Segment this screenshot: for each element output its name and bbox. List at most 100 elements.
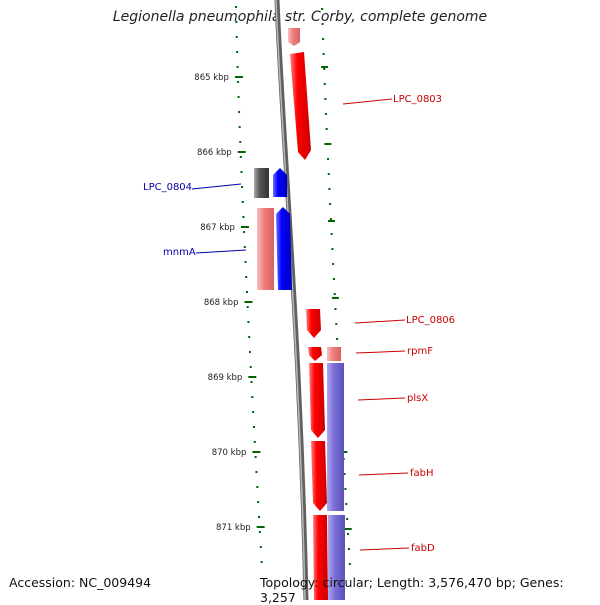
gene-arrow-fabD[interactable]	[313, 515, 328, 600]
ring-dot	[335, 323, 338, 325]
ring-dot	[235, 36, 238, 38]
ring-dot	[258, 516, 261, 518]
ring-dot	[334, 308, 337, 310]
scale-tick-label: 870 kbp	[212, 448, 247, 458]
ring-dot	[254, 456, 257, 458]
ring-dot	[245, 276, 248, 278]
genome-title: Legionella pneumophila str. Corby, compl…	[112, 9, 488, 25]
ring-dot	[243, 246, 246, 248]
scale-major-tick	[237, 151, 246, 153]
ring-dot	[243, 231, 246, 233]
ring-major-tick	[324, 143, 332, 145]
genome-summary-text: Topology: circular; Length: 3,576,470 bp…	[260, 575, 564, 605]
gene-arrow-mnmA[interactable]	[276, 207, 292, 290]
ring-dot	[330, 233, 333, 235]
label-mnmA[interactable]: mnmA	[163, 247, 196, 258]
gene-arrow-fabH[interactable]	[311, 441, 327, 511]
ring-dot	[348, 563, 351, 565]
ring-dot	[336, 338, 339, 340]
ring-dot	[238, 111, 241, 113]
gene-arrow-rpmF[interactable]	[308, 347, 322, 361]
scale-tick-label: 871 kbp	[216, 523, 251, 533]
scale-tick-label: 868 kbp	[204, 298, 239, 308]
ring-dot	[256, 486, 259, 488]
ring-dot	[253, 441, 256, 443]
ring-dot	[242, 216, 245, 218]
gene-arrow-LPC_0804[interactable]	[273, 168, 287, 197]
scale-major-tick	[252, 451, 261, 453]
gene-arrow-LPC_0806[interactable]	[306, 309, 321, 338]
ring-dot	[321, 23, 324, 25]
ring-dot	[343, 473, 346, 475]
ring-dot	[328, 188, 331, 190]
ring-dot	[237, 96, 240, 98]
ring-dot	[325, 128, 328, 130]
ring-dot	[248, 351, 251, 353]
label-fabH[interactable]: fabH	[410, 468, 434, 479]
ring-dot	[346, 518, 349, 520]
ring-major-tick	[344, 528, 352, 530]
ring-dot	[347, 533, 350, 535]
ring-dot	[248, 336, 251, 338]
gene-features	[254, 28, 345, 600]
ring-dot	[251, 396, 254, 398]
purple-feature-upper[interactable]	[327, 363, 344, 511]
label-LPC_0803[interactable]: LPC_0803	[393, 94, 442, 105]
ring-dot	[329, 203, 332, 205]
label-fabD[interactable]: fabD	[411, 543, 435, 554]
gene-box-rpmF[interactable]	[327, 347, 341, 361]
ring-dot	[236, 51, 239, 53]
gene-box-mnmA[interactable]	[257, 208, 274, 290]
ring-dot	[237, 81, 240, 83]
ring-dot	[247, 321, 250, 323]
label-rpmF[interactable]: rpmF	[407, 346, 433, 357]
ring-dot	[325, 113, 328, 115]
ring-dot	[241, 201, 244, 203]
ring-dot	[332, 278, 335, 280]
ring-dot	[331, 248, 334, 250]
ring-dot	[259, 546, 262, 548]
ring-dot	[250, 381, 253, 383]
ring-dot	[260, 561, 263, 563]
ring-dot	[239, 156, 242, 158]
gene-arrow-plsX[interactable]	[309, 363, 325, 438]
scale-major-tick	[240, 226, 249, 228]
ring-dot	[246, 306, 249, 308]
ring-dot	[241, 186, 244, 188]
ring-dot	[323, 68, 326, 70]
ring-dot	[344, 488, 347, 490]
scale-tick-label: 869 kbp	[208, 373, 243, 383]
gene-labels: LPC_0803 LPC_0804 mnmA LPC_0806 rpmF pls…	[143, 94, 455, 554]
scale-tick-label: 867 kbp	[200, 223, 235, 233]
ring-dot	[327, 158, 330, 160]
scale-major-tick	[244, 301, 253, 303]
label-plsX[interactable]: plsX	[407, 393, 428, 404]
gene-box-LPC_0804[interactable]	[254, 168, 269, 198]
ring-dot	[257, 501, 260, 503]
ring-dot	[252, 411, 255, 413]
ring-dot	[327, 173, 330, 175]
gene-arrow-LPC_0803[interactable]	[290, 52, 311, 160]
ring-dot	[252, 426, 255, 428]
ring-dot	[347, 548, 350, 550]
ring-dot	[332, 263, 335, 265]
label-LPC_0806[interactable]: LPC_0806	[406, 315, 455, 326]
accession-text: Accession: NC_009494	[9, 575, 152, 590]
scale-major-tick	[248, 376, 257, 378]
ring-dot	[322, 53, 325, 55]
ring-dot	[239, 141, 242, 143]
ring-dot	[258, 531, 261, 533]
ring-dot	[238, 126, 241, 128]
ring-dot	[249, 366, 252, 368]
purple-feature-lower[interactable]	[328, 515, 345, 600]
gene-arrow-LPC_0802[interactable]	[288, 28, 300, 46]
ring-dot	[329, 218, 332, 220]
ring-dot	[245, 291, 248, 293]
scale-major-tick	[256, 526, 265, 528]
label-LPC_0804[interactable]: LPC_0804	[143, 182, 192, 193]
scale-major-tick	[234, 76, 243, 78]
ring-dot	[323, 83, 326, 85]
scale-ticks: 865 kbp 866 kbp 867 kbp 868 kbp 869 kbp 870 k…	[194, 73, 265, 533]
ring-dot	[255, 471, 258, 473]
